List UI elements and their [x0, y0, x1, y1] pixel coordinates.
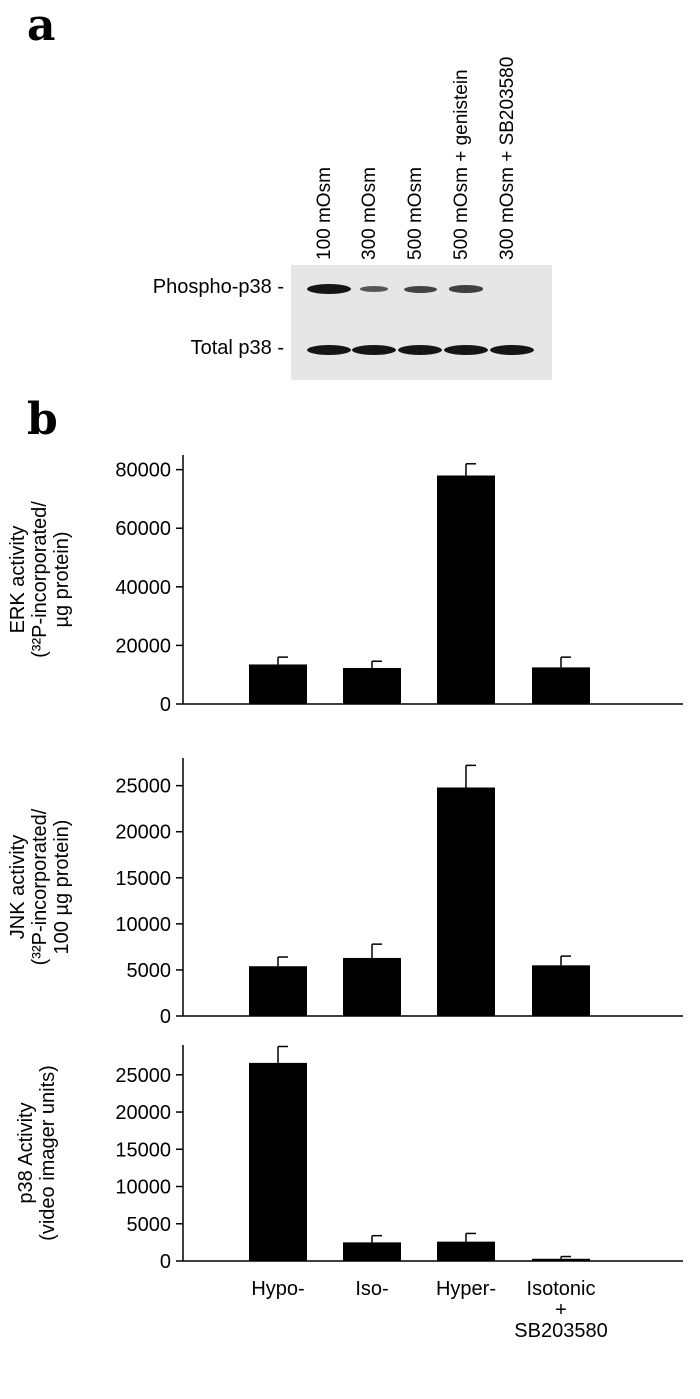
y-axis-label: ERK activity — [7, 526, 29, 634]
blot-band — [359, 286, 389, 292]
x-tick-label: SB203580 — [514, 1320, 607, 1342]
blot-band — [490, 345, 534, 355]
bar — [343, 667, 401, 704]
y-axis-label: µg protein) — [51, 531, 73, 627]
y-tick-label: 10000 — [115, 914, 171, 936]
bar — [532, 965, 590, 1016]
bar — [437, 1241, 495, 1261]
bar — [437, 787, 495, 1016]
bar — [532, 1258, 590, 1261]
y-axis-label: JNK activity — [7, 835, 29, 939]
x-tick-label: + — [555, 1299, 567, 1321]
y-tick-label: 5000 — [127, 1214, 172, 1236]
panel-a-letter: a — [27, 0, 56, 51]
x-tick-label: Hypo- — [251, 1278, 304, 1300]
y-tick-label: 25000 — [115, 776, 171, 798]
bar — [343, 1242, 401, 1261]
bar — [249, 664, 307, 704]
blot-band — [448, 285, 484, 293]
y-tick-label: 10000 — [115, 1177, 171, 1199]
x-tick-label: Iso- — [355, 1278, 388, 1300]
y-tick-label: 20000 — [115, 822, 171, 844]
y-tick-label: 5000 — [127, 960, 172, 982]
blot-band — [307, 284, 351, 294]
bar — [532, 667, 590, 704]
y-tick-label: 60000 — [115, 518, 171, 540]
y-tick-label: 80000 — [115, 460, 171, 482]
blot-band — [307, 345, 351, 355]
blot-row-label: Total p38 - — [190, 337, 284, 359]
y-axis-label: (³²P-incorporated/ — [29, 501, 51, 658]
bar — [437, 475, 495, 704]
y-axis-label: 100 µg protein) — [51, 820, 73, 955]
y-tick-label: 0 — [160, 1251, 171, 1273]
bar — [249, 1062, 307, 1261]
y-tick-label: 0 — [160, 694, 171, 716]
blot-band — [403, 285, 437, 293]
blot-band — [398, 345, 442, 355]
bar — [249, 966, 307, 1016]
x-tick-label: Hyper- — [436, 1278, 496, 1300]
y-axis-label: (video imager units) — [37, 1065, 59, 1241]
y-axis-label: (³²P-incorporated/ — [29, 808, 51, 965]
blot-row-label: Phospho-p38 - — [152, 276, 284, 298]
y-tick-label: 15000 — [115, 868, 171, 890]
y-tick-label: 40000 — [115, 577, 171, 599]
panel-b-letter: b — [27, 394, 58, 445]
y-tick-label: 0 — [160, 1006, 171, 1028]
y-tick-label: 20000 — [115, 1102, 171, 1124]
y-tick-label: 25000 — [115, 1065, 171, 1087]
y-tick-label: 15000 — [115, 1139, 171, 1161]
y-axis-label: p38 Activity — [15, 1102, 37, 1203]
blot-band — [444, 345, 488, 355]
x-tick-label: Isotonic — [527, 1278, 596, 1300]
y-tick-label: 20000 — [115, 635, 171, 657]
bar — [343, 957, 401, 1016]
blot-band — [352, 345, 396, 355]
